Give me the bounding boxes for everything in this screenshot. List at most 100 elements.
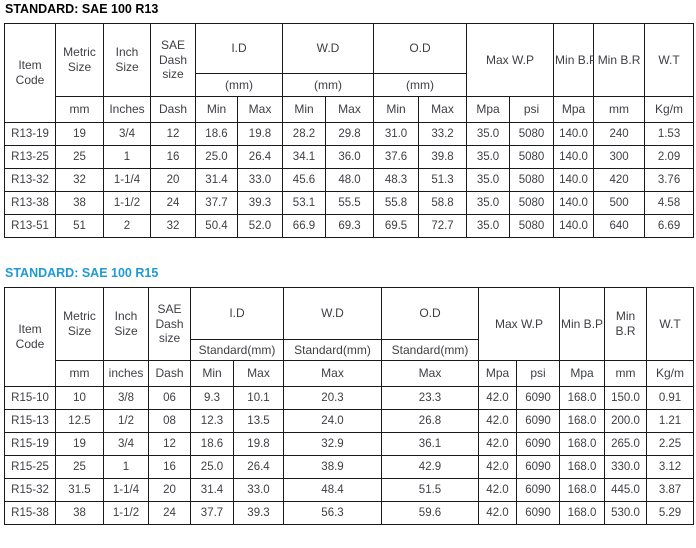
table-cell: 36.1 xyxy=(381,432,479,456)
table-cell: R15-32 xyxy=(4,478,56,502)
col-header-min-bp: Min B.P xyxy=(553,23,595,97)
table-cell: R15-13 xyxy=(4,409,56,433)
unit-wp-mpa: Mpa xyxy=(478,360,517,387)
table-cell: 500 xyxy=(593,191,646,215)
table-cell: 58.8 xyxy=(418,191,468,215)
table-cell: 16 xyxy=(148,455,191,479)
subheader-wd-mm: (mm) xyxy=(281,73,375,97)
table-cell: 1 xyxy=(103,455,149,479)
col-header-metric-size: Metric Size xyxy=(55,287,104,361)
table-cell: 3.87 xyxy=(646,478,695,502)
table-cell: 12.5 xyxy=(55,409,104,433)
table-cell: 33.2 xyxy=(418,122,468,146)
table-title-r13: STANDARD: SAE 100 R13 xyxy=(5,2,159,16)
col-header-id: I.D xyxy=(190,287,284,340)
table-cell: 33.0 xyxy=(237,168,283,192)
table-cell: 35.0 xyxy=(466,168,511,192)
table-cell: 1-1/4 xyxy=(103,478,149,502)
col-header-sae-dash-size: SAE Dash size xyxy=(148,287,191,361)
table-cell: 29.8 xyxy=(324,122,375,146)
table-cell: 6090 xyxy=(515,386,561,410)
table-cell: R13-19 xyxy=(4,122,56,146)
table-cell: 140.0 xyxy=(553,122,595,146)
col-header-metric-size: Metric Size xyxy=(55,23,104,97)
col-header-od: O.D xyxy=(373,23,468,74)
table-cell: R13-25 xyxy=(4,145,56,169)
table-cell: 55.5 xyxy=(324,191,375,215)
table-body-r15: R15-10 10 3/8 06 9.3 10.1 20.3 23.3 42.0 6090 168.… xyxy=(4,386,695,525)
table-row: R15-38 38 1-1/2 24 37.7 39.3 56.3 59.6 42.0 6090 1… xyxy=(4,501,695,525)
table-cell: 28.2 xyxy=(282,122,326,146)
table-cell: 12.3 xyxy=(190,409,234,433)
table-row: R15-25 25 1 16 25.0 26.4 38.9 42.9 42.0 6090 168.0… xyxy=(4,455,695,479)
table-cell: 25 xyxy=(55,455,104,479)
unit-id-max: Max xyxy=(237,96,283,123)
table-cell: 39.3 xyxy=(237,191,283,215)
table-cell: 10 xyxy=(55,386,104,410)
table-cell: 1-1/2 xyxy=(103,191,151,215)
table-cell: 26.4 xyxy=(237,145,283,169)
table-cell: 19 xyxy=(55,432,104,456)
table-cell: 10.1 xyxy=(233,386,284,410)
table-cell: 24.0 xyxy=(283,409,382,433)
table-cell: 420 xyxy=(593,168,646,192)
table-cell: 5080 xyxy=(509,145,555,169)
spacer xyxy=(4,238,693,266)
table-cell: 300 xyxy=(593,145,646,169)
table-cell: 31.0 xyxy=(373,122,420,146)
unit-od-max: Max xyxy=(381,360,479,387)
table-cell: 12 xyxy=(150,122,196,146)
page: STANDARD: SAE 100 R13 Item Code Metric S… xyxy=(4,2,695,525)
table-header: Item Code Metric Size Inch Size SAE Dash… xyxy=(4,287,695,387)
table-cell: 4.58 xyxy=(644,191,695,215)
table-cell: 38.9 xyxy=(283,455,382,479)
table-cell: 48.0 xyxy=(324,168,375,192)
table-cell: 33.0 xyxy=(233,478,284,502)
table-cell: 36.0 xyxy=(324,145,375,169)
table-row: R15-10 10 3/8 06 9.3 10.1 20.3 23.3 42.0 6090 168.… xyxy=(4,386,695,410)
table-cell: 5080 xyxy=(509,191,555,215)
unit-wd-max: Max xyxy=(283,360,382,387)
table-row: R13-38 38 1-1/2 24 37.7 39.3 53.1 55.5 55.8 58.8 3… xyxy=(4,191,695,215)
table-cell: 37.7 xyxy=(190,501,234,525)
col-header-wd: W.D xyxy=(281,23,375,74)
table-cell: 140.0 xyxy=(553,168,595,192)
col-header-min-br: Min B.R xyxy=(604,287,648,361)
table-cell: 140.0 xyxy=(553,191,595,215)
table-cell: 3/8 xyxy=(103,386,149,410)
table-cell: 19 xyxy=(55,122,104,146)
table-cell: 1.53 xyxy=(644,122,695,146)
unit-wt-kgm: Kg/m xyxy=(644,96,695,123)
table-cell: 42.0 xyxy=(478,501,517,525)
table-cell: R13-32 xyxy=(4,168,56,192)
col-header-inch-size: Inch Size xyxy=(103,287,149,361)
table-cell: 3/4 xyxy=(103,122,151,146)
table-cell: 06 xyxy=(148,386,191,410)
col-header-wt: W.T xyxy=(644,23,695,97)
spec-table-r13: Item Code Metric Size Inch Size SAE Dash… xyxy=(4,23,695,238)
table-cell: 140.0 xyxy=(553,145,595,169)
table-cell: 6090 xyxy=(515,478,561,502)
table-cell: 55.8 xyxy=(373,191,420,215)
unit-wp-psi: psi xyxy=(515,360,561,387)
table-cell: 42.0 xyxy=(478,409,517,433)
table-row: R13-25 25 1 16 25.0 26.4 34.1 36.0 37.6 39.8 35.0 5… xyxy=(4,145,695,169)
subheader-od-mm: (mm) xyxy=(373,73,468,97)
table-cell: 52.0 xyxy=(237,214,283,238)
table-cell: 38 xyxy=(55,501,104,525)
table-cell: 150.0 xyxy=(604,386,648,410)
table-cell: 240 xyxy=(593,122,646,146)
table-cell: R15-10 xyxy=(4,386,56,410)
col-header-max-wp: Max W.P xyxy=(466,23,555,97)
table-cell: 24 xyxy=(150,191,196,215)
table-cell: 5080 xyxy=(509,168,555,192)
table-cell: 31.4 xyxy=(190,478,234,502)
table-cell: 37.6 xyxy=(373,145,420,169)
table-cell: R15-19 xyxy=(4,432,56,456)
spec-table-r15: Item Code Metric Size Inch Size SAE Dash… xyxy=(4,287,695,525)
table-cell: 168.0 xyxy=(559,501,606,525)
table-cell: 19.8 xyxy=(233,432,284,456)
table-cell: 69.5 xyxy=(373,214,420,238)
col-header-min-br: Min B.R xyxy=(593,23,646,97)
table-cell: 5080 xyxy=(509,214,555,238)
